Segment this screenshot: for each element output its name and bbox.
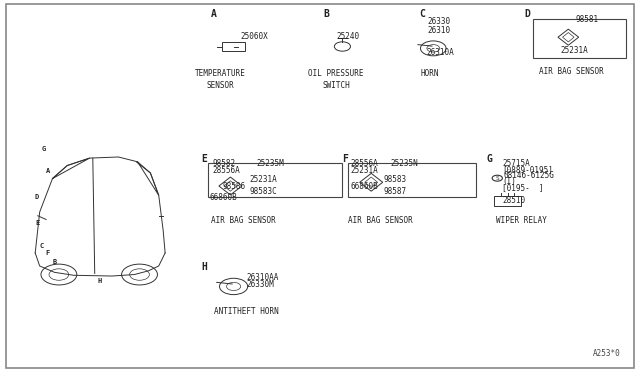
Text: 25235M: 25235M	[256, 159, 284, 168]
Bar	[533, 19, 626, 58]
Text: 25715A: 25715A	[502, 159, 530, 168]
Text: 98582: 98582	[212, 159, 236, 168]
Text: [0195-  ]: [0195- ]	[502, 183, 544, 192]
Text: 26310A: 26310A	[426, 48, 454, 57]
Text: AIR BAG SENSOR: AIR BAG SENSOR	[539, 67, 604, 76]
Bar	[222, 42, 245, 51]
Text: D: D	[35, 194, 39, 200]
Text: 25231A: 25231A	[351, 166, 378, 175]
Text: 25235N: 25235N	[390, 159, 418, 168]
Text: 25231A: 25231A	[250, 175, 277, 184]
Text: C: C	[419, 9, 425, 19]
Text: 98581: 98581	[576, 15, 599, 24]
Text: G: G	[42, 146, 45, 152]
Text: AIR BAG SENSOR: AIR BAG SENSOR	[211, 216, 276, 225]
Text: AIR BAG SENSOR: AIR BAG SENSOR	[348, 216, 413, 225]
Text: 98583: 98583	[384, 175, 407, 184]
Text: 98587: 98587	[384, 187, 407, 196]
Text: 26310AA: 26310AA	[246, 273, 279, 282]
Text: 66860B: 66860B	[210, 193, 237, 202]
Text: E: E	[35, 220, 39, 226]
Text: 26330M: 26330M	[246, 280, 274, 289]
Text: A253*0: A253*0	[593, 349, 621, 358]
Text: 26330: 26330	[428, 17, 451, 26]
Text: 98583C: 98583C	[250, 187, 277, 196]
Text: 28556A: 28556A	[212, 166, 240, 175]
Text: WIPER RELAY: WIPER RELAY	[496, 216, 547, 225]
Text: H: H	[202, 262, 207, 272]
Text: E: E	[202, 154, 207, 164]
Text: H: H	[97, 278, 101, 284]
Text: S: S	[495, 176, 499, 181]
Text: B: B	[52, 259, 56, 265]
Text: 26310: 26310	[428, 26, 451, 35]
Text: 66860B: 66860B	[350, 182, 378, 190]
Text: 28556A: 28556A	[351, 159, 378, 168]
Text: OIL PRESSURE
SWITCH: OIL PRESSURE SWITCH	[308, 69, 364, 90]
Text: (I): (I)	[502, 177, 516, 186]
Text: A: A	[46, 168, 50, 174]
Text: [0889-0195]: [0889-0195]	[502, 165, 553, 174]
Text: 25240: 25240	[336, 32, 359, 41]
Bar	[348, 163, 476, 197]
Text: HORN: HORN	[421, 69, 439, 78]
Text: A: A	[211, 9, 217, 19]
Text: 25060X: 25060X	[240, 32, 268, 41]
Text: C: C	[40, 243, 44, 248]
Text: 28510: 28510	[502, 196, 525, 205]
Text: ANTITHEFT HORN: ANTITHEFT HORN	[214, 307, 279, 316]
Text: 25231A: 25231A	[560, 46, 588, 55]
Text: F: F	[46, 250, 50, 256]
Text: F: F	[342, 154, 348, 164]
Text: TEMPERATURE
SENSOR: TEMPERATURE SENSOR	[195, 69, 246, 90]
Text: B: B	[323, 9, 329, 19]
Bar	[208, 163, 342, 197]
Text: G: G	[486, 154, 492, 164]
Bar	[493, 196, 522, 206]
Text: 98586: 98586	[222, 182, 245, 190]
Text: 08146-6125G: 08146-6125G	[504, 171, 554, 180]
Text: D: D	[525, 9, 531, 19]
